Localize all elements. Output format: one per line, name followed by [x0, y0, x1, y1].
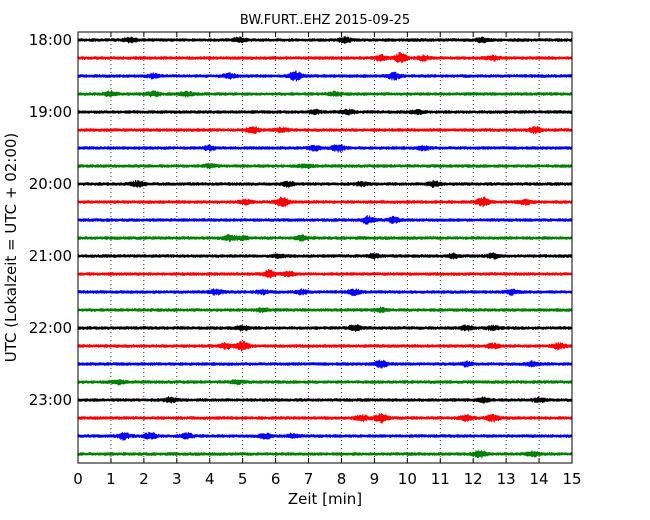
x-tick-label: 0 — [73, 470, 83, 488]
x-tick-label: 7 — [304, 470, 314, 488]
trace-1830 — [77, 70, 573, 82]
trace-1800 — [77, 36, 573, 44]
trace-2330 — [77, 431, 573, 441]
trace-2000 — [77, 179, 573, 189]
x-tick-label: 1 — [106, 470, 116, 488]
y-tick-label: 18:00 — [29, 31, 72, 49]
trace-1845 — [77, 90, 573, 98]
x-tick-label: 9 — [370, 470, 380, 488]
y-tick-label: 23:00 — [29, 391, 72, 409]
y-axis-label: UTC (Lokalzeit = UTC + 02:00) — [2, 133, 20, 363]
x-tick-label: 2 — [139, 470, 149, 488]
trace-1900 — [77, 108, 573, 116]
x-tick-label: 14 — [530, 470, 549, 488]
x-tick-label: 11 — [431, 470, 450, 488]
trace-2230 — [77, 359, 573, 369]
trace-1815 — [77, 51, 573, 64]
trace-2030 — [77, 215, 573, 225]
y-tick-label: 22:00 — [29, 319, 72, 337]
x-tick-label: 10 — [398, 470, 417, 488]
x-tick-label: 13 — [497, 470, 516, 488]
x-tick-label: 4 — [205, 470, 215, 488]
x-tick-label: 8 — [337, 470, 347, 488]
chart-title: BW.FURT..EHZ 2015-09-25 — [240, 13, 410, 28]
traces — [77, 36, 573, 459]
x-tick-label: 5 — [238, 470, 248, 488]
y-tick-label: 20:00 — [29, 175, 72, 193]
y-tick-label: 19:00 — [29, 103, 72, 121]
trace-2115 — [77, 269, 573, 279]
trace-2315 — [77, 413, 573, 424]
trace-2200 — [77, 324, 573, 332]
trace-1930 — [77, 144, 573, 153]
trace-2015 — [77, 196, 573, 208]
x-tick-label: 6 — [271, 470, 281, 488]
x-tick-label: 15 — [562, 470, 581, 488]
trace-2045 — [77, 234, 573, 242]
trace-2145 — [77, 306, 573, 314]
trace-2245 — [77, 379, 573, 386]
trace-2130 — [77, 288, 573, 297]
trace-2300 — [77, 396, 573, 404]
x-tick-label: 12 — [464, 470, 483, 488]
x-axis-label: Zeit [min] — [288, 490, 362, 508]
trace-2100 — [77, 252, 573, 260]
trace-2215 — [77, 340, 573, 352]
trace-1945 — [77, 162, 573, 170]
axis-ticks: 0 1 2 3 4 5 6 7 8 9 10 11 12 13 14 1518:0019:0020:0021:… — [29, 31, 582, 488]
x-tick-label: 3 — [172, 470, 182, 488]
trace-2345 — [77, 449, 573, 459]
trace-1915 — [77, 125, 573, 135]
plot-frame — [77, 31, 573, 464]
y-tick-label: 21:00 — [29, 247, 72, 265]
